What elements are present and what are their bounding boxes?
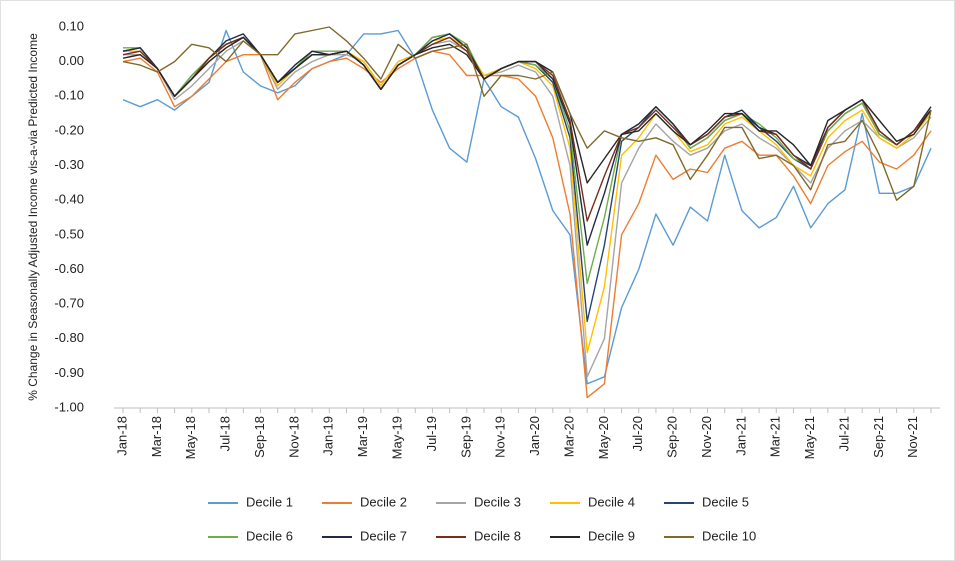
legend-label: Decile 3	[474, 494, 521, 509]
x-tick-label: Jul-20	[630, 416, 645, 451]
y-tick-label: -0.70	[54, 296, 84, 311]
x-tick-label: May-20	[596, 416, 611, 459]
legend-label: Decile 10	[702, 528, 756, 543]
legend-label: Decile 7	[360, 528, 407, 543]
x-tick-label: Mar-21	[768, 416, 783, 457]
x-tick-label: Sep-20	[665, 416, 680, 458]
x-tick-label: Jan-18	[114, 416, 129, 456]
x-tick-label: Jan-21	[733, 416, 748, 456]
legend-label: Decile 6	[246, 528, 293, 543]
x-tick-label: Mar-18	[149, 416, 164, 457]
x-tick-label: May-21	[802, 416, 817, 459]
series-line	[122, 50, 932, 399]
x-tick-label: Jul-18	[218, 416, 233, 451]
y-tick-label: -0.20	[54, 122, 84, 137]
y-tick-label: -0.90	[54, 365, 84, 380]
x-tick-label: Mar-20	[561, 416, 576, 457]
x-tick-label: Sep-18	[252, 416, 267, 458]
x-tick-label: Mar-19	[355, 416, 370, 457]
series-line	[122, 29, 932, 385]
legend-label: Decile 8	[474, 528, 521, 543]
legend-label: Decile 2	[360, 494, 407, 509]
x-tick-label: Nov-21	[905, 416, 920, 458]
y-tick-label: -0.50	[54, 226, 84, 241]
y-tick-label: -1.00	[54, 399, 84, 414]
x-tick-label: Sep-21	[871, 416, 886, 458]
x-tick-label: Jul-19	[424, 416, 439, 451]
y-tick-label: 0.00	[59, 53, 84, 68]
x-tick-label: May-18	[183, 416, 198, 459]
legend-label: Decile 4	[588, 494, 635, 509]
x-tick-label: Nov-20	[699, 416, 714, 458]
y-axis-title: % Change in Seasonally Adjusted Income v…	[26, 33, 40, 401]
x-tick-label: Jan-20	[527, 416, 542, 456]
legend-label: Decile 9	[588, 528, 635, 543]
x-tick-label: Jan-19	[321, 416, 336, 456]
y-tick-label: -0.40	[54, 192, 84, 207]
legend-label: Decile 5	[702, 494, 749, 509]
y-tick-label: -0.30	[54, 157, 84, 172]
y-tick-label: 0.10	[59, 18, 84, 33]
x-tick-label: Jul-21	[836, 416, 851, 451]
y-tick-label: -0.10	[54, 88, 84, 103]
series-line	[122, 26, 932, 201]
legend-label: Decile 1	[246, 494, 293, 509]
y-tick-label: -0.60	[54, 261, 84, 276]
x-tick-label: Sep-19	[458, 416, 473, 458]
x-tick-label: Nov-19	[493, 416, 508, 458]
x-tick-label: May-19	[390, 416, 405, 459]
x-tick-label: Nov-18	[286, 416, 301, 458]
y-tick-label: -0.80	[54, 330, 84, 345]
